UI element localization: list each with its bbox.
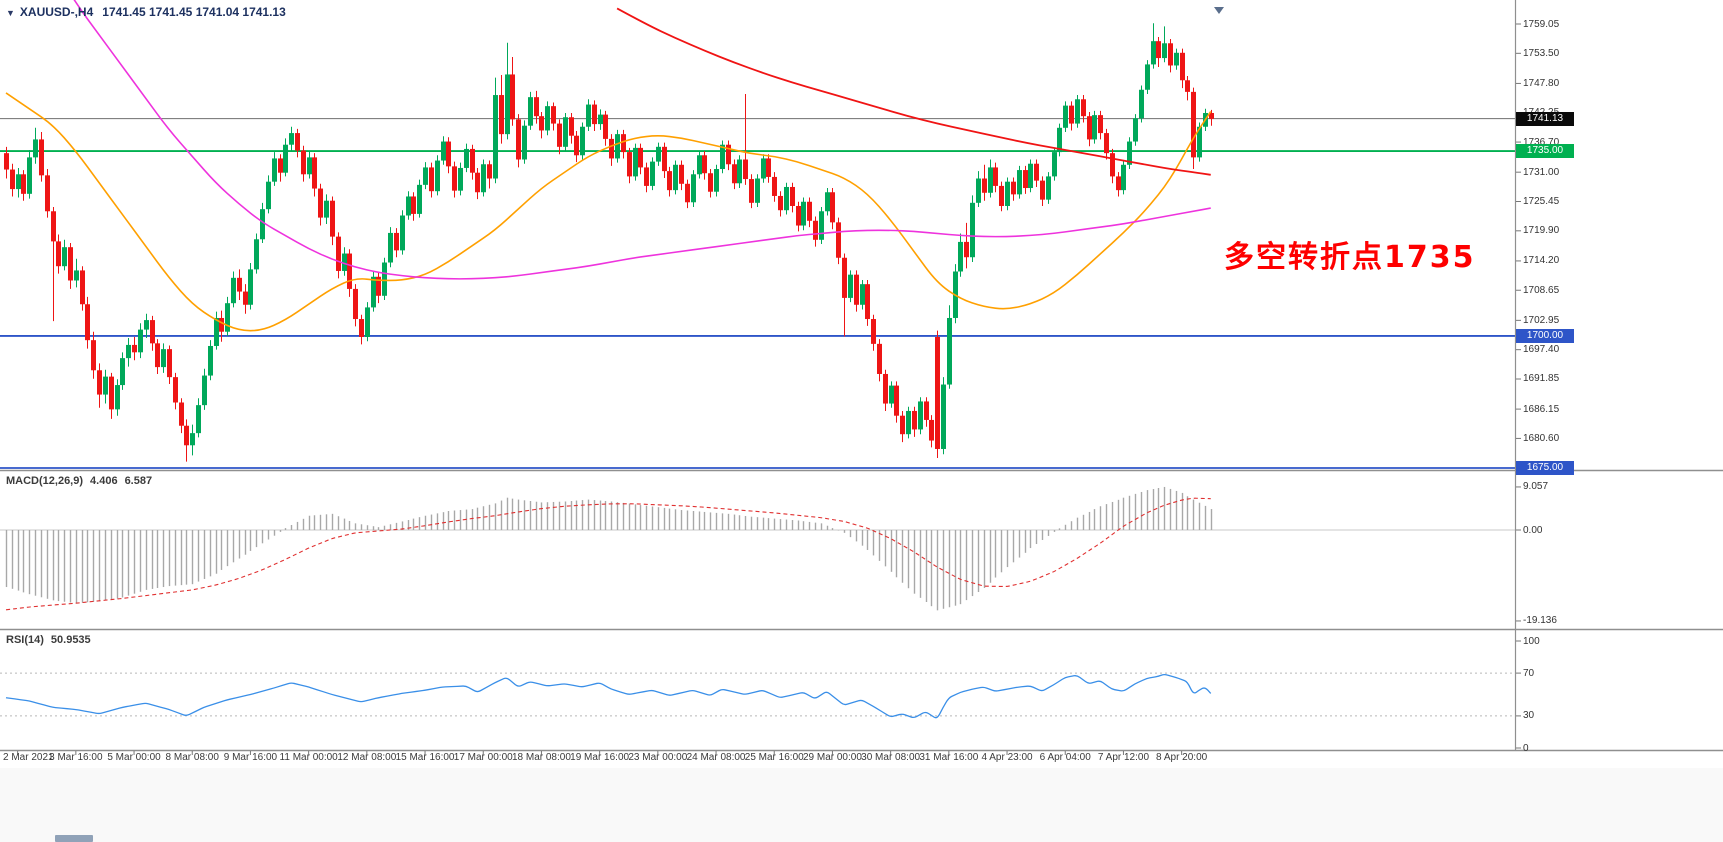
hline-price-tag-1675.00: 1675.00 (1516, 461, 1574, 475)
rsi-axis-label: 0 (1523, 742, 1529, 754)
hline-price-tag-1735.00: 1735.00 (1516, 144, 1574, 159)
time-axis-label: 4 Apr 23:00 (981, 752, 1033, 763)
time-axis-label: 17 Mar 00:00 (453, 752, 513, 763)
time-axis-label: 18 Mar 08:00 (511, 752, 571, 763)
time-axis-label: 24 Mar 08:00 (686, 752, 746, 763)
time-axis-label: 6 Apr 04:00 (1039, 752, 1091, 763)
price-axis-label: 1736.70 (1523, 136, 1560, 148)
price-axis-label: 1702.95 (1523, 314, 1560, 326)
macd-axis-label: 9.057 (1523, 481, 1549, 493)
time-axis-label: 19 Mar 16:00 (570, 752, 630, 763)
time-axis-label: 11 Mar 00:00 (279, 752, 338, 763)
chart-header: ▼ XAUUSD-,H4 1741.45 1741.45 1741.04 1741.… (6, 5, 286, 19)
candles-layer (4, 23, 1214, 462)
time-axis-label: 12 Mar 08:00 (337, 752, 397, 763)
rsi-axis-label: 100 (1523, 635, 1540, 647)
main-chart-layer (0, 0, 1515, 469)
time-axis-label: 15 Mar 16:00 (395, 752, 455, 763)
symbol-period-label: XAUUSD-,H4 (19, 5, 94, 19)
price-axis-label: 1714.20 (1523, 255, 1560, 267)
rsi-axis-label: 30 (1523, 710, 1535, 722)
time-axis-label: 8 Mar 08:00 (165, 752, 219, 763)
hline-price-tag-1700.00: 1700.00 (1516, 328, 1574, 343)
price-axis-label: 1680.60 (1523, 432, 1560, 444)
macd-signal-line (5, 497, 1211, 611)
ma_mid_magenta-line (73, 0, 1211, 280)
price-axis-label: 1719.90 (1523, 225, 1560, 237)
macd-axis-label: 0.00 (1523, 524, 1543, 536)
price-axis-label: 1708.65 (1523, 284, 1560, 296)
price-axis-label: 1691.85 (1523, 373, 1560, 385)
ohlc-readout: 1741.45 1741.45 1741.04 1741.13 (102, 5, 286, 19)
macd-layer (0, 486, 1515, 611)
macd-axis-label: -19.136 (1523, 615, 1557, 627)
price-axis-label: 1753.50 (1523, 47, 1560, 59)
ma_fast_orange-line (5, 92, 1212, 332)
time-axis-label: 9 Mar 16:00 (223, 752, 278, 763)
price-axis-label: 1686.15 (1523, 403, 1560, 415)
price-axis[interactable]: 1759.051753.501747.801742.251736.701731.… (1516, 0, 1723, 842)
price-axis-label: 1759.05 (1523, 18, 1560, 30)
price-axis-label: 1697.40 (1523, 344, 1560, 356)
time-axis-label: 7 Apr 12:00 (1097, 752, 1150, 763)
macd-name: MACD(12,26,9) (6, 475, 84, 487)
time-axis-label: 5 Mar 00:00 (107, 752, 161, 763)
ma_slow_red-line (616, 7, 1211, 176)
rsi-line (5, 673, 1212, 719)
time-axis-label: 3 Mar 16:00 (49, 752, 103, 763)
rsi-indicator-label: RSI(14) 50.9535 (6, 634, 91, 646)
price-axis-label: 1747.80 (1523, 77, 1560, 89)
time-axis-label: 2 Mar 2021 (3, 752, 54, 763)
time-axis[interactable]: 2 Mar 2021 3 Mar 16:00 5 Mar 00:00 8 Mar 08… (0, 752, 1515, 767)
time-axis-label: 30 Mar 08:00 (861, 752, 921, 763)
collapse-chart-icon[interactable]: ▼ (6, 8, 15, 18)
rsi-value: 50.9535 (50, 634, 91, 646)
current-price-tag: 1741.13 (1516, 111, 1574, 126)
time-axis-label: 23 Mar 00:00 (628, 752, 688, 763)
macd-main-value: 4.406 (90, 475, 118, 487)
price-axis-label: 1725.45 (1523, 195, 1560, 207)
time-axis-label: 31 Mar 16:00 (919, 752, 979, 763)
scroll-to-end-marker-icon[interactable] (1214, 7, 1224, 14)
macd-signal-value: 6.587 (124, 475, 153, 487)
price-axis-label: 1731.00 (1523, 166, 1560, 178)
time-axis-label: 8 Apr 20:00 (1156, 752, 1208, 763)
taskbar-fragment (55, 835, 93, 842)
rsi-axis-label: 70 (1523, 667, 1535, 679)
footer-strip (0, 768, 1723, 842)
macd-indicator-label: MACD(12,26,9) 4.406 6.587 (6, 475, 152, 487)
time-axis-label: 29 Mar 00:00 (802, 752, 862, 763)
time-axis-label: 25 Mar 16:00 (744, 752, 804, 763)
rsi-layer (0, 672, 1515, 719)
chart-annotation-text: 多空转折点1735 (1224, 240, 1476, 275)
rsi-name: RSI(14) (6, 634, 44, 646)
